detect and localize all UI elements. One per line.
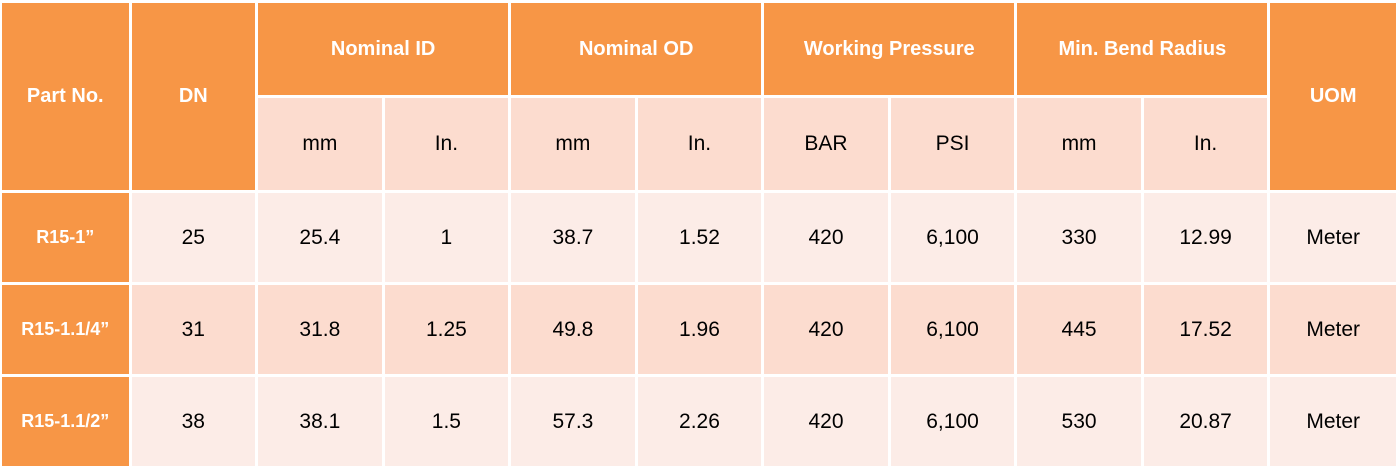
- header-nominal-id: Nominal ID: [258, 3, 509, 95]
- uom-cell: Meter: [1270, 193, 1396, 282]
- wp-psi-cell: 6,100: [890, 193, 1015, 282]
- subheader-bend-in: In.: [1143, 98, 1268, 190]
- od-mm-cell: 38.7: [511, 193, 635, 282]
- header-nominal-od: Nominal OD: [511, 3, 762, 95]
- od-mm-cell: 57.3: [511, 377, 635, 466]
- od-in-cell: 2.26: [637, 377, 762, 466]
- header-part-no: Part No.: [2, 3, 129, 190]
- od-in-cell: 1.52: [637, 193, 762, 282]
- id-in-cell: 1.25: [384, 285, 509, 374]
- wp-bar-cell: 420: [764, 285, 888, 374]
- subheader-od-mm: mm: [511, 98, 635, 190]
- bend-in-cell: 20.87: [1143, 377, 1268, 466]
- wp-psi-cell: 6,100: [890, 285, 1015, 374]
- subheader-od-in: In.: [637, 98, 762, 190]
- uom-cell: Meter: [1270, 377, 1396, 466]
- subheader-bend-mm: mm: [1017, 98, 1141, 190]
- table-row: R15-1.1/2” 38 38.1 1.5 57.3 2.26 420 6,1…: [2, 377, 1396, 466]
- uom-cell: Meter: [1270, 285, 1396, 374]
- part-no-cell: R15-1.1/2”: [2, 377, 129, 466]
- dn-cell: 31: [131, 285, 256, 374]
- dn-cell: 38: [131, 377, 256, 466]
- bend-mm-cell: 330: [1017, 193, 1141, 282]
- part-no-cell: R15-1.1/4”: [2, 285, 129, 374]
- id-in-cell: 1.5: [384, 377, 509, 466]
- wp-bar-cell: 420: [764, 193, 888, 282]
- subheader-id-in: In.: [384, 98, 509, 190]
- subheader-wp-bar: BAR: [764, 98, 888, 190]
- id-mm-cell: 25.4: [258, 193, 382, 282]
- header-uom: UOM: [1270, 3, 1396, 190]
- header-min-bend-radius: Min. Bend Radius: [1017, 3, 1268, 95]
- bend-in-cell: 17.52: [1143, 285, 1268, 374]
- id-in-cell: 1: [384, 193, 509, 282]
- header-row-units: mm In. mm In. BAR PSI mm In.: [2, 98, 1396, 190]
- od-in-cell: 1.96: [637, 285, 762, 374]
- part-no-cell: R15-1”: [2, 193, 129, 282]
- table-row: R15-1.1/4” 31 31.8 1.25 49.8 1.96 420 6,…: [2, 285, 1396, 374]
- bend-mm-cell: 530: [1017, 377, 1141, 466]
- bend-mm-cell: 445: [1017, 285, 1141, 374]
- table-row: R15-1” 25 25.4 1 38.7 1.52 420 6,100 330…: [2, 193, 1396, 282]
- subheader-id-mm: mm: [258, 98, 382, 190]
- id-mm-cell: 38.1: [258, 377, 382, 466]
- id-mm-cell: 31.8: [258, 285, 382, 374]
- header-row-primary: Part No. DN Nominal ID Nominal OD Workin…: [2, 3, 1396, 190]
- od-mm-cell: 49.8: [511, 285, 635, 374]
- wp-psi-cell: 6,100: [890, 377, 1015, 466]
- wp-bar-cell: 420: [764, 377, 888, 466]
- bend-in-cell: 12.99: [1143, 193, 1268, 282]
- subheader-wp-psi: PSI: [890, 98, 1015, 190]
- header-dn: DN: [131, 3, 256, 190]
- dn-cell: 25: [131, 193, 256, 282]
- header-working-pressure: Working Pressure: [764, 3, 1015, 95]
